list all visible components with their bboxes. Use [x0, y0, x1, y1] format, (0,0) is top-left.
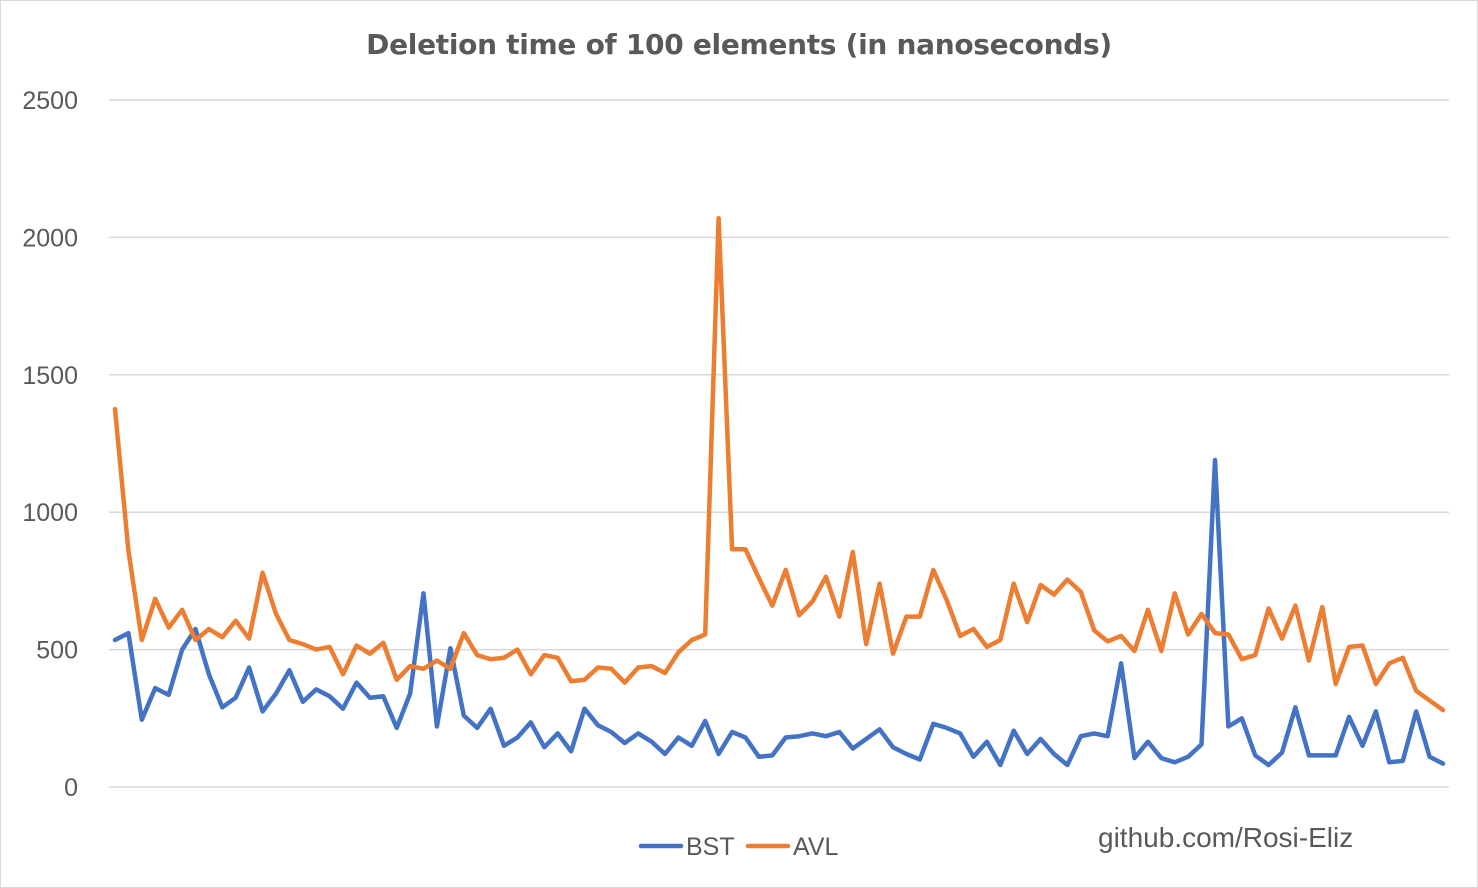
y-tick-label: 0 — [64, 774, 78, 802]
y-axis-ticks: 0 500 1000 1500 2000 2500 — [22, 87, 78, 802]
y-tick-label: 2500 — [22, 87, 78, 115]
series-lines — [112, 215, 1446, 768]
grid-lines — [109, 99, 1449, 788]
chart-title: Deletion time of 100 elements (in nanose… — [366, 28, 1112, 61]
legend-label-avl: AVL — [793, 833, 838, 861]
y-tick-label: 1000 — [22, 499, 78, 527]
y-tick-label: 1500 — [22, 362, 78, 390]
y-tick-label: 2000 — [22, 224, 78, 252]
watermark-text: github.com/Rosi-Eliz — [1098, 822, 1354, 853]
series-line-bst — [112, 457, 1446, 768]
y-tick-label: 500 — [36, 637, 78, 665]
legend: BST AVL — [638, 833, 838, 861]
legend-label-bst: BST — [686, 833, 735, 861]
series-line-avl — [112, 215, 1446, 713]
